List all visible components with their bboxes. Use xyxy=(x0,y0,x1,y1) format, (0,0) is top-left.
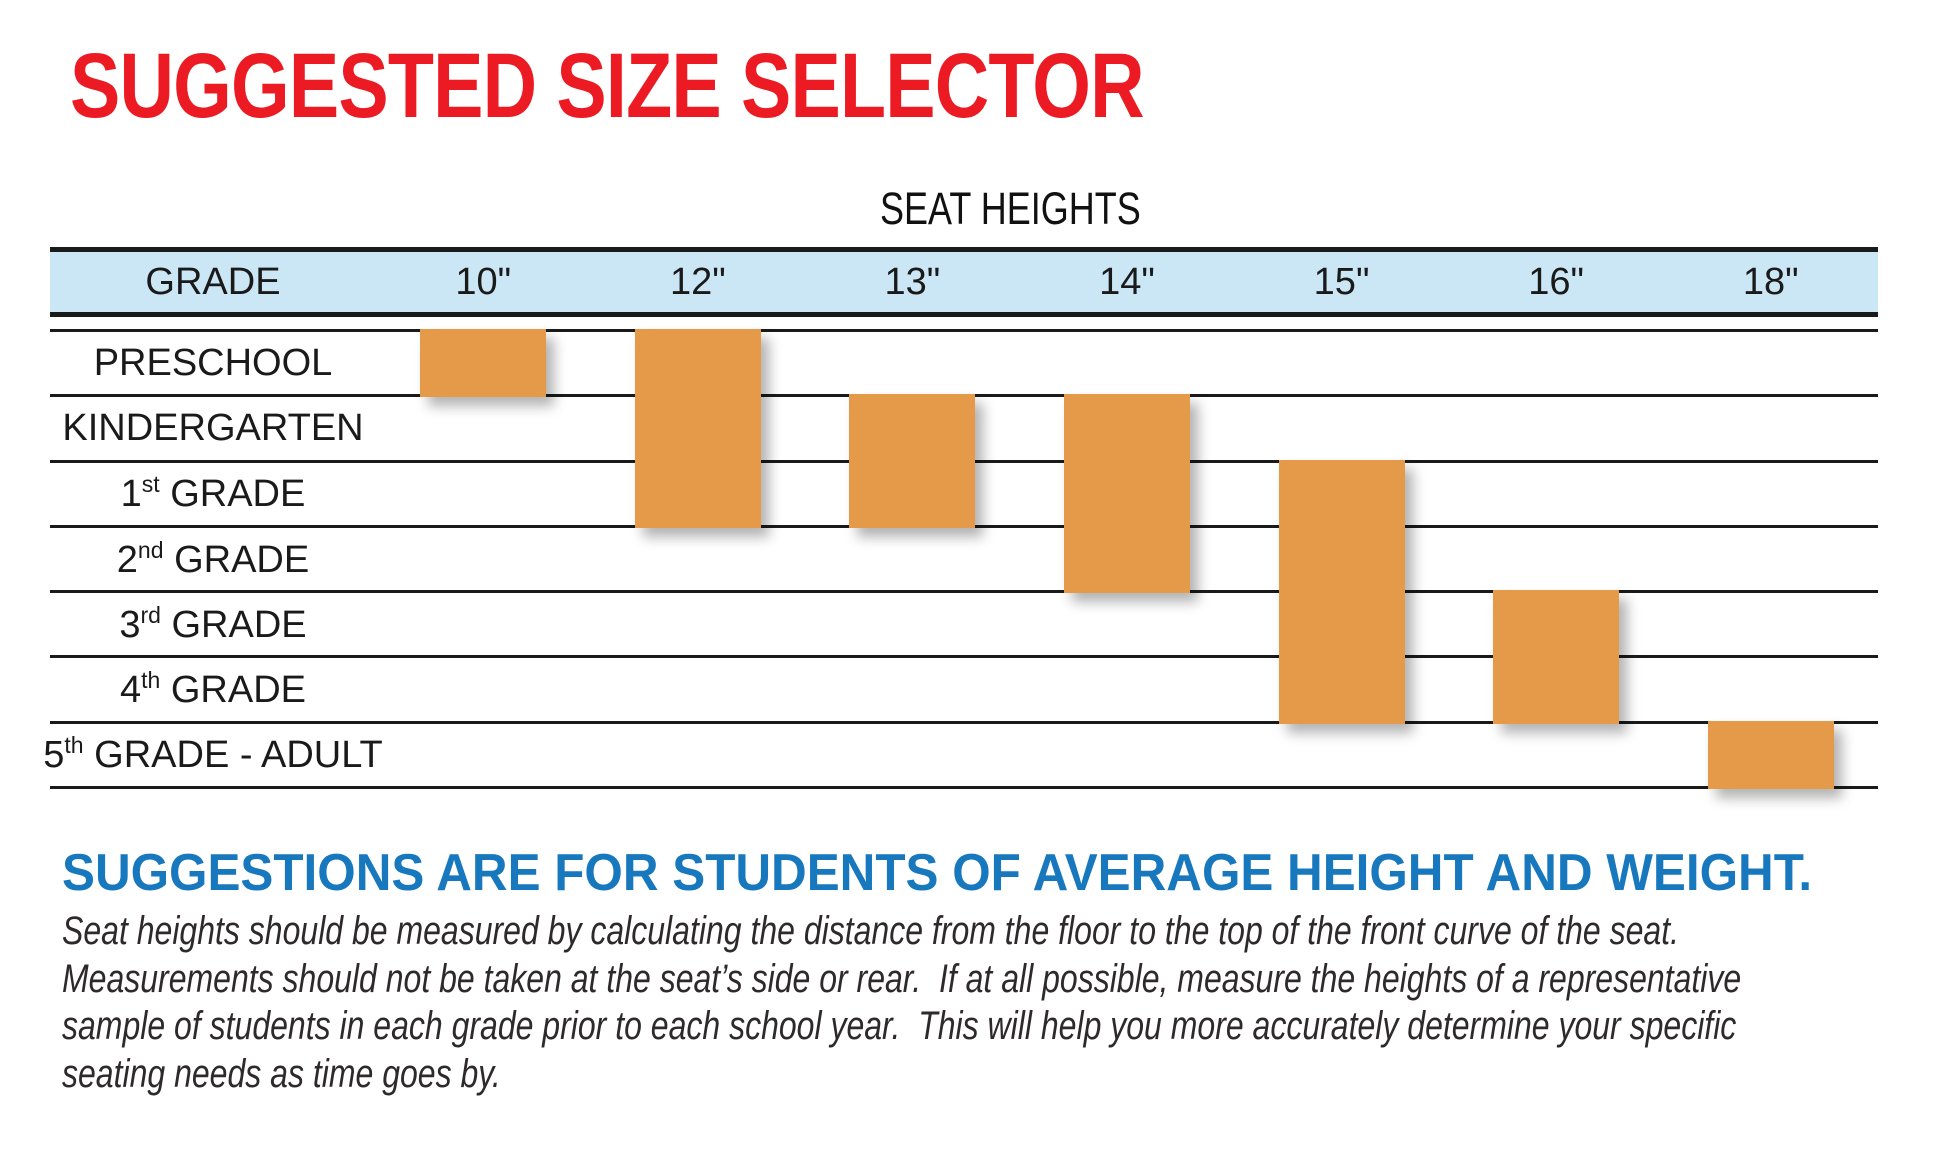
header-gap xyxy=(50,317,1878,329)
seat-height-column-header: 13" xyxy=(884,260,941,303)
footer-paragraph-line: Measurements should not be taken at the … xyxy=(62,956,1742,1001)
footer-paragraph-line: sample of students in each grade prior t… xyxy=(62,1004,1737,1048)
grade-row-label: 5th GRADE - ADULT xyxy=(43,732,383,777)
footer-paragraph: Seat heights should be measured by calcu… xyxy=(62,908,1946,1098)
ordinal-superscript: rd xyxy=(140,601,161,628)
table-body: PRESCHOOL KINDERGARTEN 1st GRADE 2nd GRADE 3… xyxy=(43,329,1878,790)
grade-row: PRESCHOOL xyxy=(50,332,1878,398)
grade-column-header: GRADE xyxy=(145,260,281,303)
ordinal-superscript: nd xyxy=(137,536,164,563)
grade-row: 1st GRADE xyxy=(50,463,1878,528)
ordinal-superscript: th xyxy=(64,732,84,759)
grade-row: KINDERGARTEN xyxy=(50,397,1878,463)
grade-row-label: 4th GRADE xyxy=(119,667,307,712)
seat-heights-caption: SEAT HEIGHTS xyxy=(880,183,1141,234)
grade-row-label: PRESCHOOL xyxy=(93,341,333,384)
seat-height-column-header: 15" xyxy=(1313,260,1370,303)
grade-row: 4th GRADE xyxy=(50,658,1878,724)
footer-paragraph-line: seating needs as time goes by. xyxy=(62,1051,501,1096)
grade-row: 2nd GRADE xyxy=(50,528,1878,594)
grade-row: 3rd GRADE xyxy=(50,593,1878,659)
ordinal-superscript: st xyxy=(141,471,160,498)
grade-row: 5th GRADE - ADULT xyxy=(43,724,1878,790)
seat-height-column-header: 14" xyxy=(1099,260,1155,303)
seat-height-column-header: 18" xyxy=(1742,260,1799,303)
grade-row-label: 1st GRADE xyxy=(120,471,306,516)
grade-row-label: 3rd GRADE xyxy=(119,601,307,646)
seat-height-column-header: 12" xyxy=(669,260,726,303)
footer-heading: SUGGESTIONS ARE FOR STUDENTS OF AVERAGE … xyxy=(62,844,1813,902)
seat-height-column-header: 10" xyxy=(455,260,512,303)
grade-row-label: KINDERGARTEN xyxy=(62,406,364,449)
size-selector-table: GRADE 10" 12" 13" 14" 15" 16" 18" PRESCHOOL KIN… xyxy=(43,247,1878,790)
seat-height-column-header: 16" xyxy=(1528,260,1585,303)
grade-row-label: 2nd GRADE xyxy=(116,536,310,581)
footer-paragraph-line: Seat heights should be measured by calcu… xyxy=(62,909,1679,953)
page-title: SUGGESTED SIZE SELECTOR xyxy=(70,35,1145,137)
ordinal-superscript: th xyxy=(141,667,161,694)
table-header-row: GRADE 10" 12" 13" 14" 15" 16" 18" xyxy=(50,247,1878,317)
